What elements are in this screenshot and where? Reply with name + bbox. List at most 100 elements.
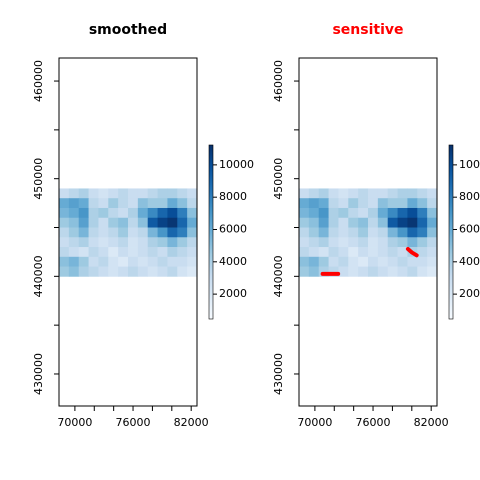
raster-cell	[128, 256, 139, 267]
raster-cell	[128, 247, 139, 258]
raster-cell	[368, 247, 379, 258]
raster-cell	[147, 207, 158, 219]
raster-cell	[128, 237, 139, 248]
raster-cell	[407, 198, 418, 209]
raster-cell	[299, 237, 310, 248]
raster-cell	[167, 247, 178, 258]
raster-cell	[358, 266, 369, 277]
raster-cell	[118, 237, 129, 248]
raster-cell	[128, 207, 139, 219]
raster-cell	[358, 227, 369, 238]
raster-cell	[348, 188, 359, 199]
raster-cell	[78, 227, 89, 238]
raster-cell	[68, 256, 80, 267]
raster-cell	[387, 207, 398, 219]
raster-cell	[338, 198, 349, 209]
plot-frame	[58, 57, 198, 407]
raster-cell	[358, 207, 369, 219]
raster-cell	[308, 227, 320, 238]
raster-cell	[328, 227, 339, 238]
raster-cell	[338, 237, 349, 248]
raster-cell	[98, 188, 109, 199]
raster-cell	[157, 227, 168, 238]
raster-cell	[128, 266, 139, 277]
raster-cell	[417, 227, 428, 238]
raster-cell	[328, 266, 339, 277]
raster-cell	[187, 198, 198, 209]
raster-cell	[318, 237, 329, 248]
colorbar-tick-label: 10000	[219, 158, 254, 171]
raster-cell	[68, 266, 80, 277]
raster-cell	[78, 217, 89, 228]
raster-cell	[308, 188, 320, 199]
colorbar-tick-label: 2000	[459, 287, 480, 300]
raster-cell	[147, 256, 158, 267]
raster-cell	[299, 266, 310, 277]
raster-cell	[299, 207, 310, 219]
raster-cell	[368, 198, 379, 209]
raster-cell	[137, 217, 149, 228]
raster-cell	[387, 188, 398, 199]
raster-cell	[108, 217, 119, 228]
raster-cell	[308, 237, 320, 248]
raster-cell	[377, 227, 389, 238]
raster-cell	[338, 207, 349, 219]
raster-cell	[368, 207, 379, 219]
raster-cell	[427, 188, 438, 199]
raster-cell	[98, 266, 109, 277]
raster-cell	[59, 256, 70, 267]
raster-cell	[177, 237, 188, 248]
raster-cell	[88, 247, 99, 258]
raster-cell	[187, 247, 198, 258]
raster-cell	[78, 247, 89, 258]
raster-cell	[328, 217, 339, 228]
raster-cell	[377, 188, 389, 199]
raster-cell	[157, 237, 168, 248]
raster-cell	[368, 188, 379, 199]
raster-cell	[387, 247, 398, 258]
raster-cell	[308, 266, 320, 277]
raster-cell	[137, 256, 149, 267]
raster-cell	[397, 247, 408, 258]
raster-cell	[59, 207, 70, 219]
y-tick-label: 430000	[272, 353, 285, 395]
raster-cell	[147, 237, 158, 248]
y-tick-label: 440000	[32, 255, 45, 297]
raster-cell	[177, 247, 188, 258]
raster-cell	[387, 256, 398, 267]
raster-cell	[318, 217, 329, 228]
raster-cell	[177, 266, 188, 277]
raster-cell	[328, 207, 339, 219]
raster-cell	[368, 217, 379, 228]
raster-cell	[157, 207, 168, 219]
raster-cell	[358, 198, 369, 209]
raster-cell	[68, 227, 80, 238]
raster-cell	[118, 247, 129, 258]
raster-cell	[68, 198, 80, 209]
raster-cell	[427, 237, 438, 248]
raster-cell	[368, 237, 379, 248]
raster-cell	[98, 207, 109, 219]
raster-cell	[88, 188, 99, 199]
raster-cell	[88, 266, 99, 277]
colorbar	[208, 144, 214, 320]
raster-cell	[98, 217, 109, 228]
raster-cell	[338, 217, 349, 228]
raster-cell	[348, 198, 359, 209]
raster-cell	[68, 188, 80, 199]
raster-cell	[88, 256, 99, 267]
raster-cell	[328, 247, 339, 258]
raster-cell	[348, 207, 359, 219]
raster-cell	[59, 227, 70, 238]
raster-cell	[377, 198, 389, 209]
raster-cell	[308, 256, 320, 267]
colorbar-tick-label: 8000	[459, 190, 480, 203]
raster-cell	[118, 217, 129, 228]
raster-cell	[427, 217, 438, 228]
raster-cell	[157, 247, 168, 258]
raster-cell	[128, 188, 139, 199]
raster-cell	[167, 188, 178, 199]
colorbar-tick-label: 6000	[459, 222, 480, 235]
raster-cell	[338, 256, 349, 267]
